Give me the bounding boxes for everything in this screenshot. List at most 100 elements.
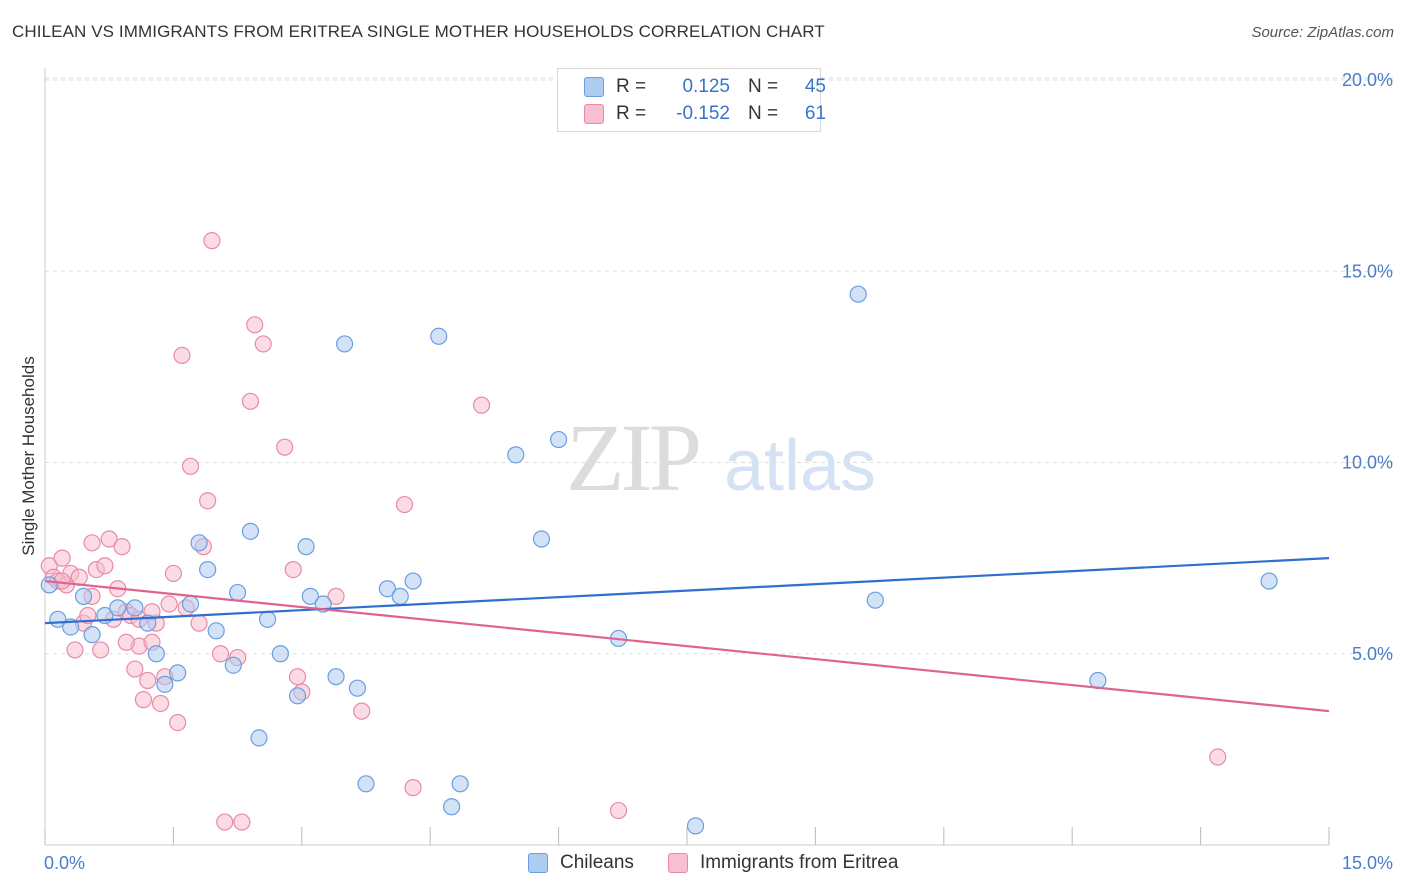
n-label: N = (748, 103, 779, 124)
eritrea-point (96, 557, 114, 575)
eritrea-point (66, 641, 84, 659)
chilean-point (250, 729, 268, 747)
chilean-point (288, 687, 307, 705)
chilean-point (404, 572, 422, 590)
chilean-trend-line (44, 557, 1330, 625)
chilean-point (109, 599, 127, 617)
eritrea-point (83, 534, 101, 552)
chilean-point (190, 534, 208, 552)
chilean-point (451, 775, 469, 793)
chilean-point (169, 664, 187, 682)
eritrea-point (117, 633, 135, 651)
eritrea-point (126, 660, 144, 678)
chilean-point (199, 560, 217, 579)
legend-item-eritrea: Immigrants from Eritrea (667, 852, 899, 874)
y-axis-label: Single Mother Households (19, 356, 38, 555)
eritrea-point (134, 691, 153, 709)
chilean-point (866, 591, 884, 609)
r-value: -0.152 (676, 103, 730, 124)
eritrea-point (113, 538, 131, 556)
blue-swatch (528, 853, 548, 873)
eritrea-point (211, 645, 230, 663)
series-legend: Chileans Immigrants from Eritrea (528, 852, 932, 874)
eritrea-point (70, 568, 88, 586)
eritrea-point (288, 668, 307, 686)
data-points (40, 232, 1278, 835)
chilean-point (156, 675, 174, 693)
n-value: 61 (804, 103, 826, 124)
blue-swatch (584, 77, 604, 97)
legend-label: Immigrants from Eritrea (699, 852, 899, 873)
eritrea-point (472, 396, 491, 414)
eritrea-point (1209, 748, 1227, 766)
y-tick-label: 5.0% (1352, 644, 1393, 664)
eritrea-point (199, 492, 217, 510)
eritrea-point (395, 495, 414, 514)
legend-row-chileans: R = 0.125 N = 45 (584, 74, 826, 100)
chilean-point (258, 610, 277, 628)
chilean-point (391, 587, 409, 605)
chilean-point (207, 622, 225, 640)
chilean-point (378, 580, 396, 598)
r-label: R = (616, 76, 647, 97)
axes (44, 68, 1330, 846)
y-tick-label: 15.0% (1342, 261, 1393, 281)
chilean-point (271, 645, 289, 663)
chilean-point (74, 587, 93, 605)
eritrea-point (254, 335, 272, 353)
legend-label: Chileans (560, 852, 634, 873)
watermark: ZIP atlas (566, 404, 876, 511)
grid-lines (45, 77, 1395, 655)
chilean-point (1260, 572, 1278, 590)
chilean-point (241, 522, 260, 540)
r-label: R = (616, 103, 647, 124)
chilean-point (297, 538, 315, 556)
pink-swatch (584, 104, 604, 124)
tick-labels: 5.0% 10.0% 15.0% 20.0% 0.0% 15.0% (44, 70, 1393, 873)
eritrea-point (181, 457, 200, 475)
legend-row-eritrea: R = -0.152 N = 61 (584, 101, 826, 127)
chilean-point (443, 798, 461, 816)
eritrea-point (327, 587, 345, 605)
y-tick-label: 20.0% (1342, 70, 1393, 90)
chilean-point (229, 583, 247, 602)
eritrea-point (53, 549, 71, 567)
chilean-point (430, 327, 448, 345)
eritrea-point (284, 560, 302, 579)
pink-swatch (667, 853, 688, 873)
trend-lines (44, 557, 1330, 713)
eritrea-point (92, 641, 110, 659)
chilean-point (40, 576, 58, 594)
chilean-point (507, 446, 525, 464)
eritrea-point (276, 438, 294, 456)
eritrea-point (609, 801, 628, 820)
chilean-point (348, 679, 367, 697)
chilean-point (549, 430, 568, 449)
eritrea-point (173, 346, 191, 364)
eritrea-point (233, 813, 251, 831)
eritrea-point (151, 694, 170, 713)
eritrea-point (79, 606, 97, 625)
eritrea-point (160, 595, 178, 613)
r-value: 0.125 (682, 76, 730, 97)
chilean-point (532, 530, 551, 548)
chilean-point (147, 645, 165, 663)
chilean-point (327, 668, 345, 686)
eritrea-point (203, 232, 221, 250)
eritrea-point (246, 316, 264, 334)
y-tick-label: 10.0% (1342, 453, 1393, 473)
eritrea-point (164, 564, 182, 583)
chilean-point (686, 817, 705, 835)
eritrea-point (100, 530, 118, 548)
eritrea-point (216, 813, 234, 831)
n-label: N = (748, 76, 779, 97)
chilean-point (181, 595, 200, 613)
watermark-atlas: atlas (724, 426, 876, 506)
eritrea-trend-line (44, 579, 1330, 713)
correlation-legend: R = 0.125 N = 45 R = -0.152 N = 61 (557, 68, 826, 132)
eritrea-point (241, 392, 260, 410)
watermark-zip: ZIP (566, 404, 699, 511)
chilean-point (301, 587, 319, 605)
eritrea-point (404, 779, 422, 797)
